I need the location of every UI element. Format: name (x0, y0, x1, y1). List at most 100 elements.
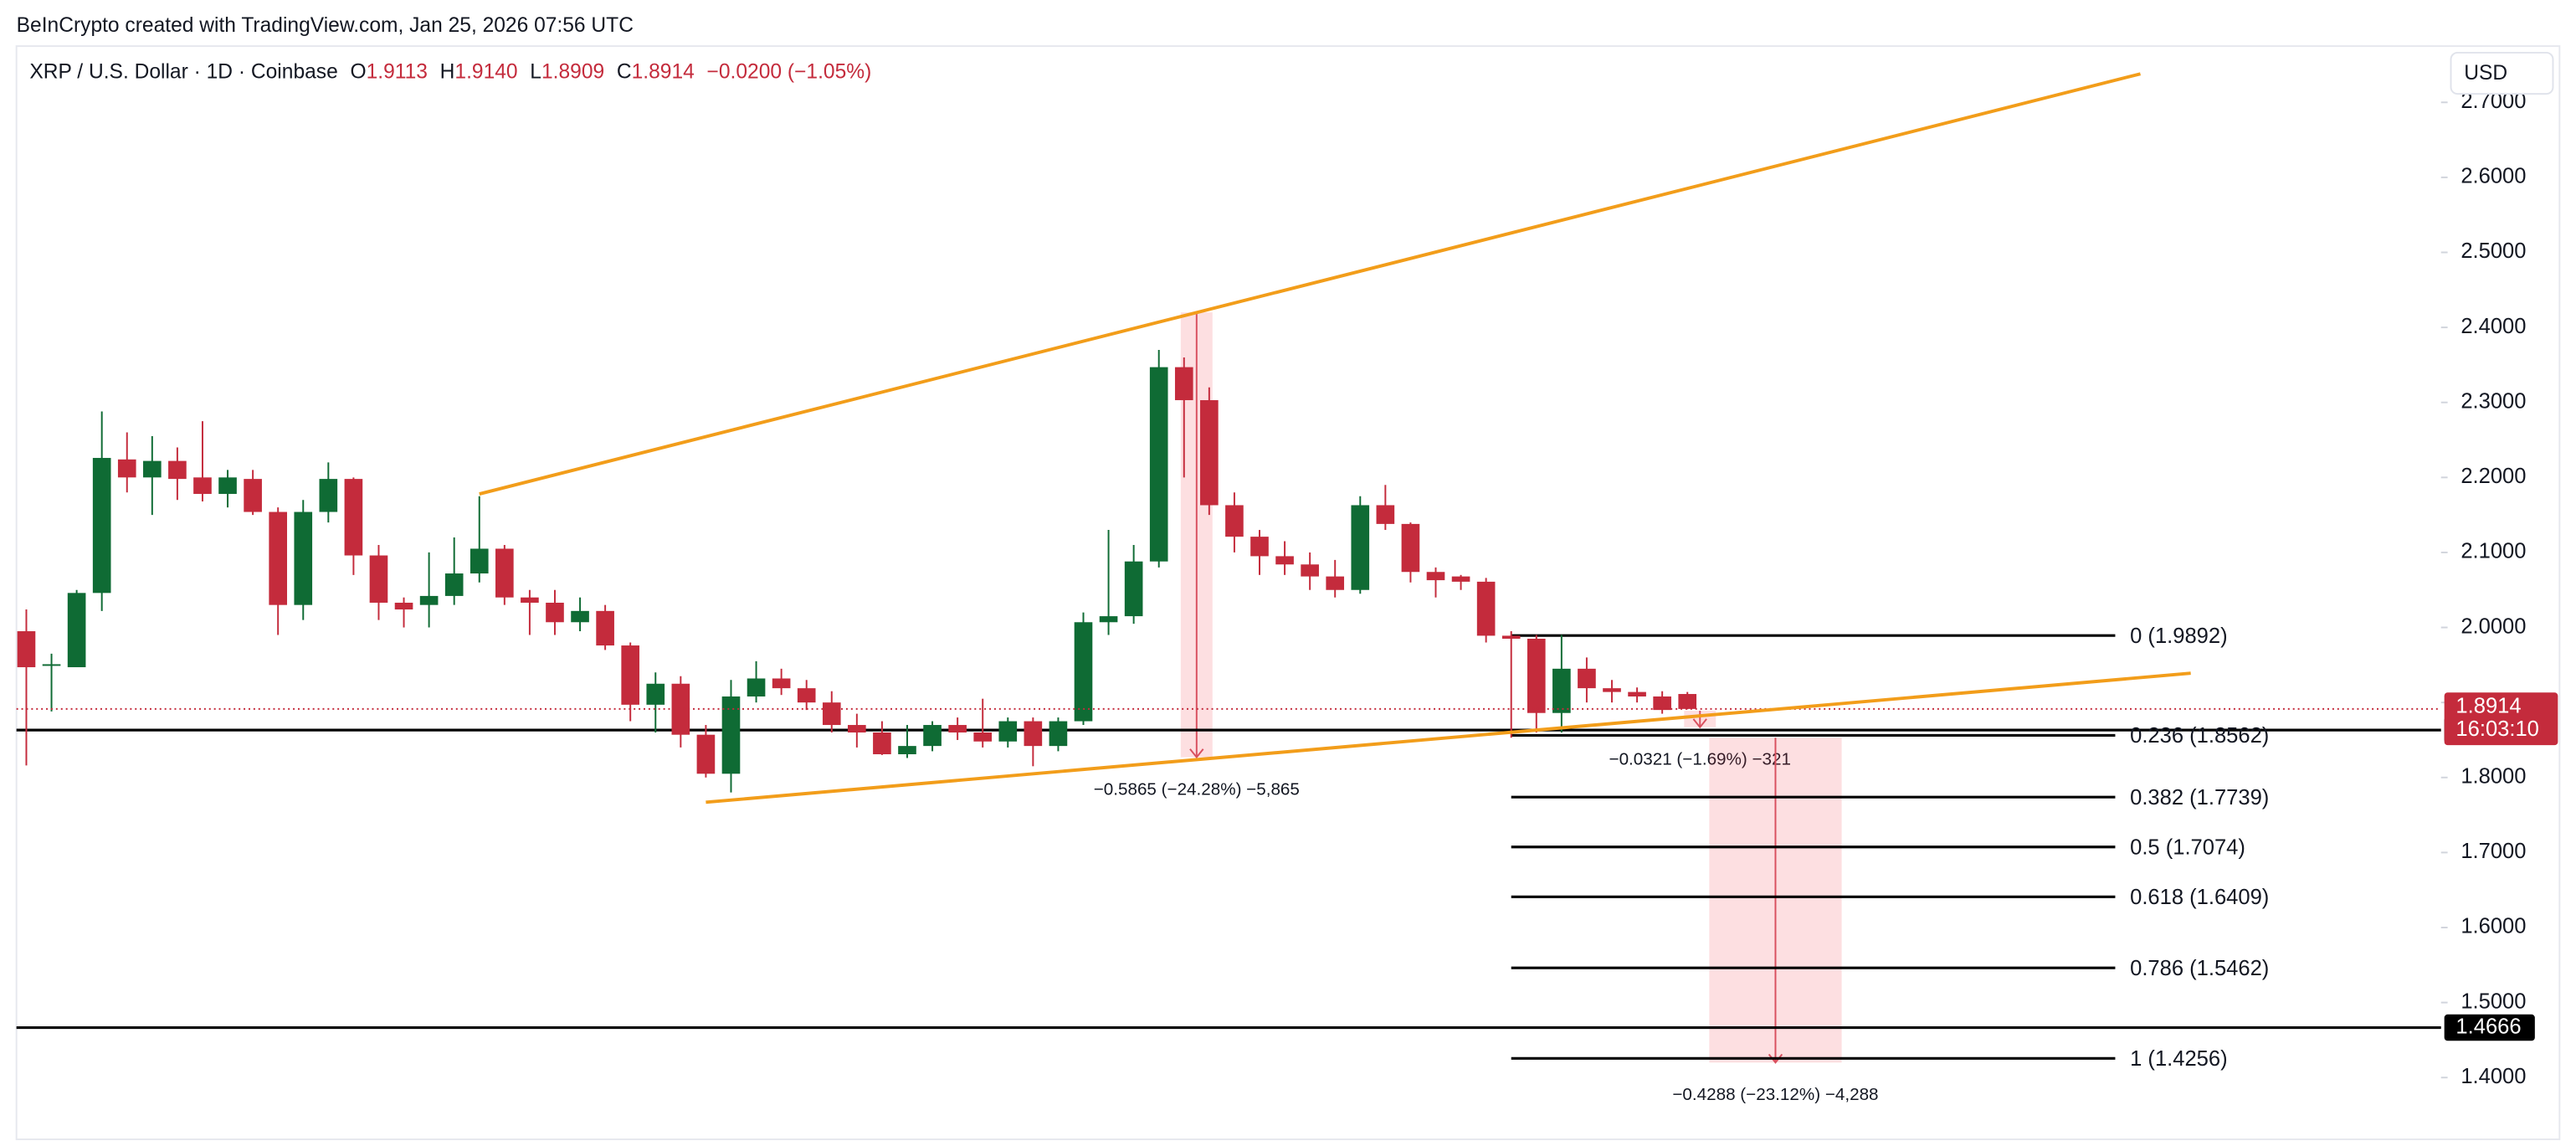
fib-label: 0.786 (1.5462) (2130, 957, 2269, 980)
fib-label: 1 (1.4256) (2130, 1047, 2227, 1071)
price-tag-label: 1.4666 (2455, 1015, 2521, 1038)
measure-arrowhead (1189, 748, 1204, 759)
candle-body (1149, 367, 1168, 562)
y-tick-label: 2.3000 (2461, 389, 2526, 413)
candle-body (848, 725, 866, 732)
fib-label: 0.236 (1.8562) (2130, 724, 2269, 748)
candle-body (1578, 668, 1596, 689)
candle-body (1351, 505, 1370, 590)
candle-body (571, 610, 589, 623)
candle-body (1451, 576, 1470, 582)
candle-body (168, 460, 187, 480)
legend: XRP / U.S. Dollar · 1D · Coinbase O1.911… (29, 60, 871, 83)
candle-body (1426, 572, 1445, 581)
candle-body (444, 573, 464, 596)
low-label: L (530, 60, 541, 83)
candle-body (1401, 523, 1420, 573)
candle-body (1200, 400, 1219, 506)
measure-label: −0.0321 (−1.69%) −321 (1609, 750, 1791, 769)
low-value: 1.8909 (541, 60, 604, 83)
close-label: C (617, 60, 632, 83)
candle-body (1376, 505, 1395, 524)
candle-body (42, 664, 61, 666)
candle-body (923, 725, 942, 747)
y-tick-label: 2.0000 (2461, 614, 2526, 638)
fib-label: 0.5 (1.7074) (2130, 835, 2245, 859)
symbol: XRP / U.S. Dollar · 1D · Coinbase (29, 60, 337, 83)
y-tick-label: 2.6000 (2461, 165, 2526, 188)
currency-label: USD (2464, 62, 2507, 85)
candle-body (1250, 537, 1269, 557)
candle-body (244, 479, 262, 512)
high-label: H (440, 60, 455, 83)
candle-body (117, 459, 136, 478)
candle-body (193, 477, 212, 495)
candle-body (470, 548, 489, 574)
chart-frame (15, 45, 2561, 1141)
candle-body (1326, 576, 1345, 590)
fib-label: 0 (1.9892) (2130, 624, 2227, 648)
candle-body (369, 555, 388, 603)
candle-body (797, 688, 816, 703)
candle-body (269, 511, 288, 605)
plot-area: 1.40001.50001.60001.70001.80001.90002.00… (16, 72, 2558, 1104)
candle-body (747, 678, 766, 696)
candle-body (696, 734, 716, 774)
candle-body (218, 477, 237, 495)
measure-label: −0.5865 (−24.28%) −5,865 (1094, 779, 1300, 799)
candle-body (1174, 367, 1193, 401)
y-tick-label: 2.2000 (2461, 465, 2526, 488)
candle-body (822, 702, 841, 726)
candle-body (973, 732, 993, 742)
countdown: 16:03:10 (2455, 717, 2538, 741)
candle-body (294, 511, 313, 605)
candle-body (948, 725, 967, 732)
measure-arrowhead (1692, 718, 1707, 729)
trend-line (479, 72, 2141, 496)
candle-body (319, 479, 338, 512)
candle-body (143, 460, 162, 478)
change: −0.0200 (−1.05%) (707, 60, 872, 83)
candle-body (67, 593, 86, 668)
open-value: 1.9113 (367, 60, 428, 83)
candle-body (1628, 691, 1646, 696)
close-value: 1.8914 (632, 60, 695, 83)
candle-body (596, 610, 614, 646)
candle-body (898, 746, 916, 754)
measure-label: −0.4288 (−23.12%) −4,288 (1672, 1085, 1878, 1104)
candle-body (671, 683, 690, 735)
candle-body (1275, 556, 1294, 565)
candle-body (495, 548, 514, 598)
candle-body (17, 631, 36, 668)
candle-body (873, 732, 891, 754)
trend-line (706, 671, 2191, 804)
candle-body (721, 696, 741, 774)
y-tick-label: 1.5000 (2461, 989, 2526, 1013)
y-tick-label: 1.8000 (2461, 765, 2526, 789)
last-price-label: 1.8914 (2455, 695, 2521, 718)
high-value: 1.9140 (454, 60, 517, 83)
candle-body (521, 597, 539, 603)
candle-body (646, 683, 665, 705)
candle-body (1501, 635, 1521, 639)
y-tick-label: 1.7000 (2461, 840, 2526, 863)
candle-body (344, 479, 363, 556)
candle-body (1653, 696, 1671, 711)
candle-body (772, 678, 791, 689)
candle-body (1225, 505, 1244, 537)
candle-body (1074, 622, 1093, 722)
candle-body (1678, 694, 1697, 709)
open-label: O (350, 60, 366, 83)
candle-body (394, 602, 413, 610)
candle-body (419, 595, 439, 605)
candle-body (1552, 668, 1571, 713)
last-price-tag (2444, 692, 2558, 746)
y-tick-label: 2.5000 (2461, 239, 2526, 263)
candle-body (1049, 721, 1068, 747)
candle-body (1527, 638, 1546, 713)
price-tag (2444, 1014, 2535, 1041)
currency-button[interactable] (2450, 51, 2554, 95)
y-tick-label: 1.4000 (2461, 1065, 2526, 1088)
